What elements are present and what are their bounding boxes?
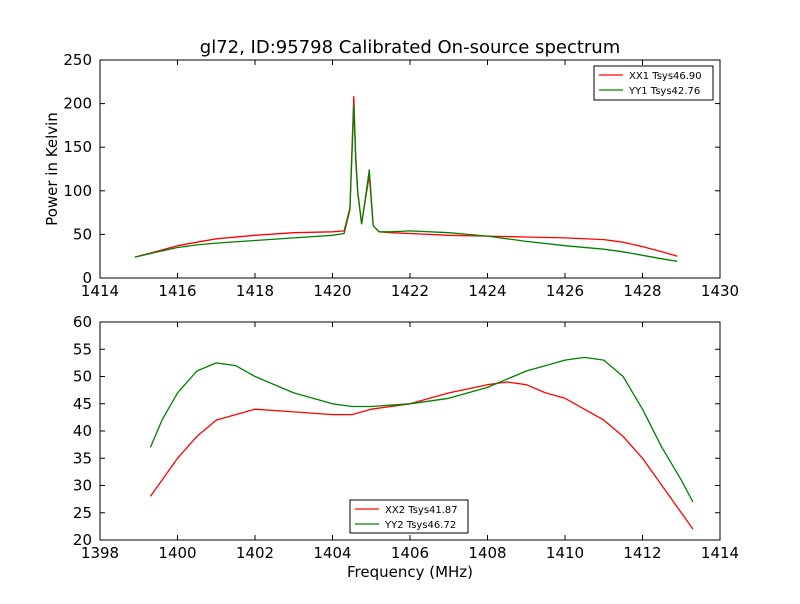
chart2-xtick-label: 1414 bbox=[701, 544, 739, 562]
chart2-ytick-label: 55 bbox=[73, 340, 92, 358]
chart1-ytick-label: 100 bbox=[63, 182, 92, 200]
chart2-xtick-label: 1402 bbox=[236, 544, 274, 562]
chart2-series-2-line bbox=[149, 356, 694, 503]
chart2-xtick-label: 1404 bbox=[313, 544, 351, 562]
chart1-ytick-label: 250 bbox=[63, 51, 92, 69]
chart1-ylabel: Power in Kelvin bbox=[43, 112, 61, 226]
chart1-xtick-label: 1416 bbox=[158, 282, 196, 300]
chart1-xtick-label: 1420 bbox=[313, 282, 351, 300]
chart1-xtick-label: 1418 bbox=[236, 282, 274, 300]
chart1-series-2-line bbox=[134, 104, 678, 263]
chart1-series-1-line bbox=[134, 95, 678, 258]
chart1-xtick-label: 1424 bbox=[468, 282, 506, 300]
chart1-xtick-label: 1428 bbox=[623, 282, 661, 300]
chart1-ytick-label: 50 bbox=[73, 225, 92, 243]
chart1-xtick-label: 1422 bbox=[391, 282, 429, 300]
chart2-xtick-label: 1400 bbox=[158, 544, 196, 562]
chart2-ytick-label: 50 bbox=[73, 368, 92, 386]
chart1-ytick-label: 0 bbox=[82, 269, 92, 287]
chart2-ytick-label: 45 bbox=[73, 395, 92, 413]
chart1-ytick-label: 150 bbox=[63, 138, 92, 156]
chart2-ytick-label: 20 bbox=[73, 531, 92, 549]
chart2-xtick-label: 1412 bbox=[623, 544, 661, 562]
chart2-xtick-label: 1398 bbox=[81, 544, 119, 562]
chart2-ytick-label: 30 bbox=[73, 477, 92, 495]
chart1-xtick-label: 1414 bbox=[81, 282, 119, 300]
chart1-xtick-label: 1430 bbox=[701, 282, 739, 300]
chart1-legend-label-2: YY1 Tsys42.76 bbox=[628, 86, 700, 97]
chart1-xtick-label: 1426 bbox=[546, 282, 584, 300]
chart2-xtick-label: 1408 bbox=[468, 544, 506, 562]
chart2-legend-label-1: XX2 Tsys41.87 bbox=[385, 505, 458, 516]
chart2-ytick-label: 60 bbox=[73, 313, 92, 331]
figure-title: gl72, ID:95798 Calibrated On-source spec… bbox=[200, 37, 620, 58]
chart2-legend-box bbox=[349, 499, 469, 534]
chart2-series-1-line bbox=[149, 381, 694, 530]
chart2-ytick-label: 40 bbox=[73, 422, 92, 440]
chart2-ytick-label: 25 bbox=[73, 504, 92, 522]
chart1-legend-box bbox=[593, 65, 714, 101]
chart1-legend-label-1: XX1 Tsys46.90 bbox=[629, 71, 702, 82]
chart2-xtick-label: 1406 bbox=[391, 544, 429, 562]
xlabel-bottom: Frequency (MHz) bbox=[347, 563, 473, 581]
chart2-legend-label-2: YY2 Tsys46.72 bbox=[384, 520, 456, 531]
chart2-xtick-label: 1410 bbox=[546, 544, 584, 562]
chart1-ytick-label: 200 bbox=[63, 95, 92, 113]
chart2-ytick-label: 35 bbox=[73, 449, 92, 467]
